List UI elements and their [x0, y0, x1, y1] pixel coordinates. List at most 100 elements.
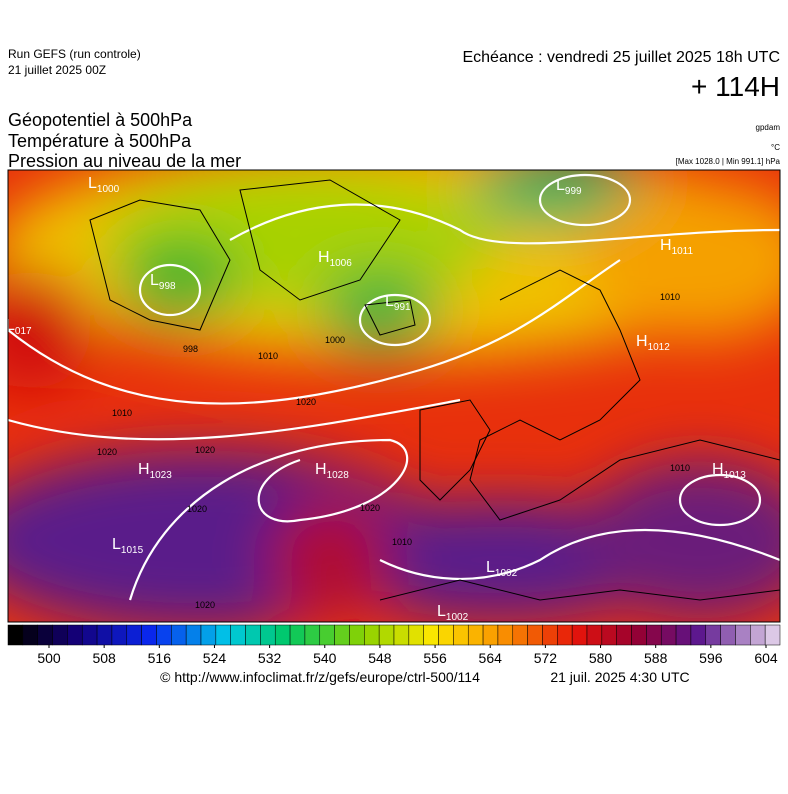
center-value: 1000 — [97, 184, 120, 195]
colorbar-box — [764, 624, 781, 646]
isobar-label: 1020 — [195, 600, 215, 610]
center-value: 1013 — [724, 470, 747, 481]
center-letter: L — [112, 536, 121, 553]
isobar-label: 1020 — [97, 447, 117, 457]
map: L1000L998H1006L999H1011L991L017H1012H102… — [6, 170, 780, 623]
pressure-center: L1002 — [437, 603, 469, 623]
footer-time: 21 juil. 2025 4:30 UTC — [550, 669, 689, 685]
colorbar-box — [185, 624, 202, 646]
center-value: 1002 — [495, 568, 518, 579]
pressure-center: L998 — [150, 272, 176, 292]
colorbar-label: 500 — [37, 650, 61, 666]
colorbar-box — [750, 624, 766, 646]
colorbar-box — [378, 624, 395, 646]
colorbar-label: 564 — [479, 650, 503, 666]
center-value: 1028 — [327, 470, 350, 481]
colorbar-box — [334, 624, 350, 646]
colorbar-box — [7, 624, 24, 646]
colorbar-label: 524 — [203, 650, 227, 666]
center-value: 1012 — [648, 342, 671, 353]
pressure-center: L1002 — [486, 559, 518, 579]
pressure-center: H1023 — [138, 461, 172, 481]
colorbar-label: 540 — [313, 650, 337, 666]
colorbar-box — [96, 624, 113, 646]
colorbar-box — [557, 624, 573, 646]
title: Température à 500hPa — [8, 131, 192, 151]
run: Run GEFS (run controle) — [8, 47, 141, 61]
isobar-label: 1020 — [187, 504, 207, 514]
colorbar-label: 588 — [644, 650, 668, 666]
pressure-center: H1011 — [660, 237, 694, 257]
colorbar-box — [319, 624, 335, 646]
colorbar-box — [171, 624, 187, 646]
colorbar-box — [646, 624, 662, 646]
colorbar-box — [393, 624, 410, 646]
pressure-center: H1012 — [636, 333, 670, 353]
center-value: 1006 — [330, 258, 353, 269]
colorbar-box — [37, 624, 53, 646]
center-value: 1002 — [446, 612, 469, 623]
colorbar-box — [215, 624, 231, 646]
center-value: 1015 — [121, 545, 144, 556]
colorbar-box — [631, 624, 647, 646]
isobar-label: 1010 — [112, 408, 132, 418]
isobar-label: 1020 — [360, 503, 380, 513]
pressure-center: L017 — [6, 317, 32, 337]
colorbar-box — [22, 624, 38, 646]
pressure-center: H1013 — [712, 461, 746, 481]
colorbar-label: 556 — [423, 650, 447, 666]
unit: [Max 1028.0 | Min 991.1] hPa — [676, 157, 781, 166]
center-letter: H — [636, 333, 648, 350]
colorbar-box — [527, 624, 543, 646]
colorbar-box — [304, 624, 321, 646]
isobar-label: 1020 — [195, 445, 215, 455]
echeance: Echéance : vendredi 25 juillet 2025 18h … — [462, 49, 780, 66]
colorbar-box — [260, 624, 276, 646]
center-letter: L — [150, 272, 159, 289]
colorbar-box — [81, 624, 98, 646]
isobar-label: 1010 — [660, 292, 680, 302]
colorbar-box — [660, 624, 677, 646]
colorbar-label: 532 — [258, 650, 282, 666]
colorbar-box — [141, 624, 157, 646]
colorbar-label: 548 — [368, 650, 392, 666]
center-letter: H — [660, 237, 672, 254]
center-value: 1011 — [672, 246, 694, 257]
colorbar-box — [453, 624, 469, 646]
isobar-label: 1010 — [392, 537, 412, 547]
colorbar-box — [364, 624, 380, 646]
colorbar-box — [408, 624, 424, 646]
title: Géopotentiel à 500hPa — [8, 110, 193, 130]
unit: °C — [771, 143, 780, 152]
unit: gpdam — [756, 123, 781, 132]
center-letter: L — [556, 177, 565, 194]
colorbar-label: 604 — [754, 650, 778, 666]
isobar-label: 998 — [183, 344, 198, 354]
isobar-label: 1010 — [670, 463, 690, 473]
center-value: 017 — [15, 326, 32, 337]
colorbar-box — [586, 624, 603, 646]
footer-url: © http://www.infoclimat.fr/z/gefs/europe… — [160, 669, 480, 685]
pressure-center: H1028 — [315, 461, 349, 481]
colorbar-box — [52, 624, 68, 646]
colorbar-box — [512, 624, 528, 646]
colorbar-box — [571, 624, 588, 646]
colorbar-box — [497, 624, 514, 646]
center-letter: H — [315, 461, 327, 478]
colorbar-box — [245, 624, 261, 646]
center-letter: H — [712, 461, 724, 478]
run-date: 21 juillet 2025 00Z — [8, 63, 106, 77]
colorbar-box — [690, 624, 707, 646]
isobar-label: 1010 — [258, 351, 278, 361]
center-letter: L — [437, 603, 446, 620]
colorbar-label: 580 — [589, 650, 613, 666]
pressure-center: L1015 — [112, 536, 144, 556]
center-value: 991 — [394, 302, 411, 313]
colorbar-box — [274, 624, 291, 646]
colorbar-box — [705, 624, 721, 646]
colorbar-box — [467, 624, 484, 646]
colorbar-label: 596 — [699, 650, 723, 666]
colorbar-box — [438, 624, 454, 646]
title: Pression au niveau de la mer — [8, 151, 241, 171]
pressure-center: L1000 — [88, 175, 120, 195]
